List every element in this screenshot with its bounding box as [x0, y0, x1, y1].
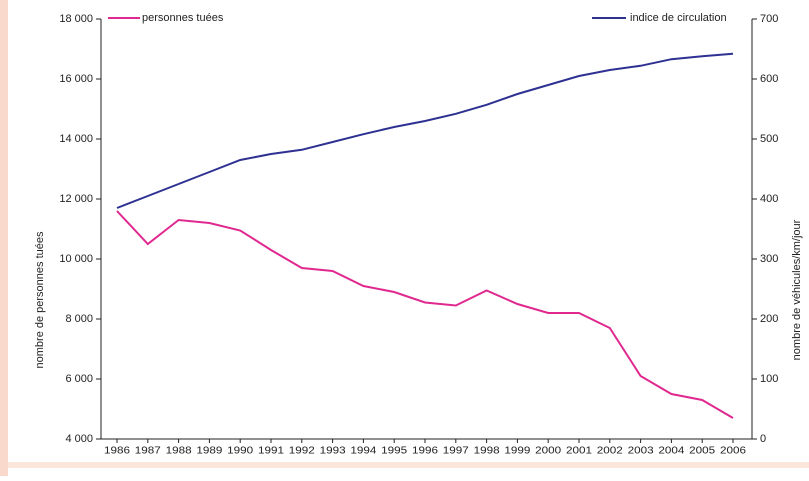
x-tick-label: 1992 [289, 446, 316, 457]
y2-tick-label: 300 [760, 253, 778, 265]
x-tick-label: 1996 [412, 446, 439, 457]
x-tick-label: 1987 [135, 446, 162, 457]
y2-tick-label: 400 [760, 193, 778, 205]
x-tick-label: 1997 [443, 446, 470, 457]
y2-tick-label: 0 [760, 433, 766, 445]
x-tick-label: 1988 [166, 446, 193, 457]
y2-tick-label: 200 [760, 313, 778, 325]
x-tick-label: 2004 [658, 446, 685, 457]
y-tick-label: 10 000 [59, 253, 93, 265]
x-tick-label: 1999 [504, 446, 531, 457]
x-tick-label: 1994 [350, 446, 377, 457]
y-tick-label: 16 000 [59, 73, 93, 85]
y-tick-label: 14 000 [59, 133, 93, 145]
y2-axis-label: nombre de véhicules/km/jour [791, 219, 803, 360]
y2-tick-label: 700 [760, 13, 778, 25]
x-tick-label: 1989 [196, 446, 223, 457]
x-tick-label: 2002 [597, 446, 624, 457]
series-line [116, 52, 734, 209]
y2-tick-label: 500 [760, 133, 778, 145]
x-tick-label: 2000 [535, 446, 562, 457]
x-tick-label: 1991 [258, 446, 285, 457]
y-tick-label: 18 000 [59, 13, 93, 25]
y-tick-label: 8 000 [65, 313, 93, 325]
legend-label: personnes tuées [142, 12, 224, 24]
y-axis-label: nombre de personnes tuées [34, 231, 46, 368]
legend-label: indice de circulation [630, 12, 727, 24]
x-tick-label: 1990 [227, 446, 254, 457]
y-tick-label: 12 000 [59, 193, 93, 205]
y-tick-label: 6 000 [65, 373, 93, 385]
y2-tick-label: 100 [760, 373, 778, 385]
x-tick-label: 2005 [689, 446, 716, 457]
x-tick-label: 1995 [381, 446, 408, 457]
x-tick-label: 1993 [320, 446, 347, 457]
y-tick-label: 4 000 [65, 433, 93, 445]
x-tick-label: 2001 [566, 446, 593, 457]
x-tick-label: 2003 [628, 446, 655, 457]
x-tick-label: 2006 [720, 446, 747, 457]
x-tick-label: 1998 [474, 446, 501, 457]
series-line [116, 210, 734, 419]
x-tick-label: 1986 [104, 446, 131, 457]
side-stripe [0, 0, 8, 476]
bottom-stripe [8, 462, 809, 468]
y2-tick-label: 600 [760, 73, 778, 85]
